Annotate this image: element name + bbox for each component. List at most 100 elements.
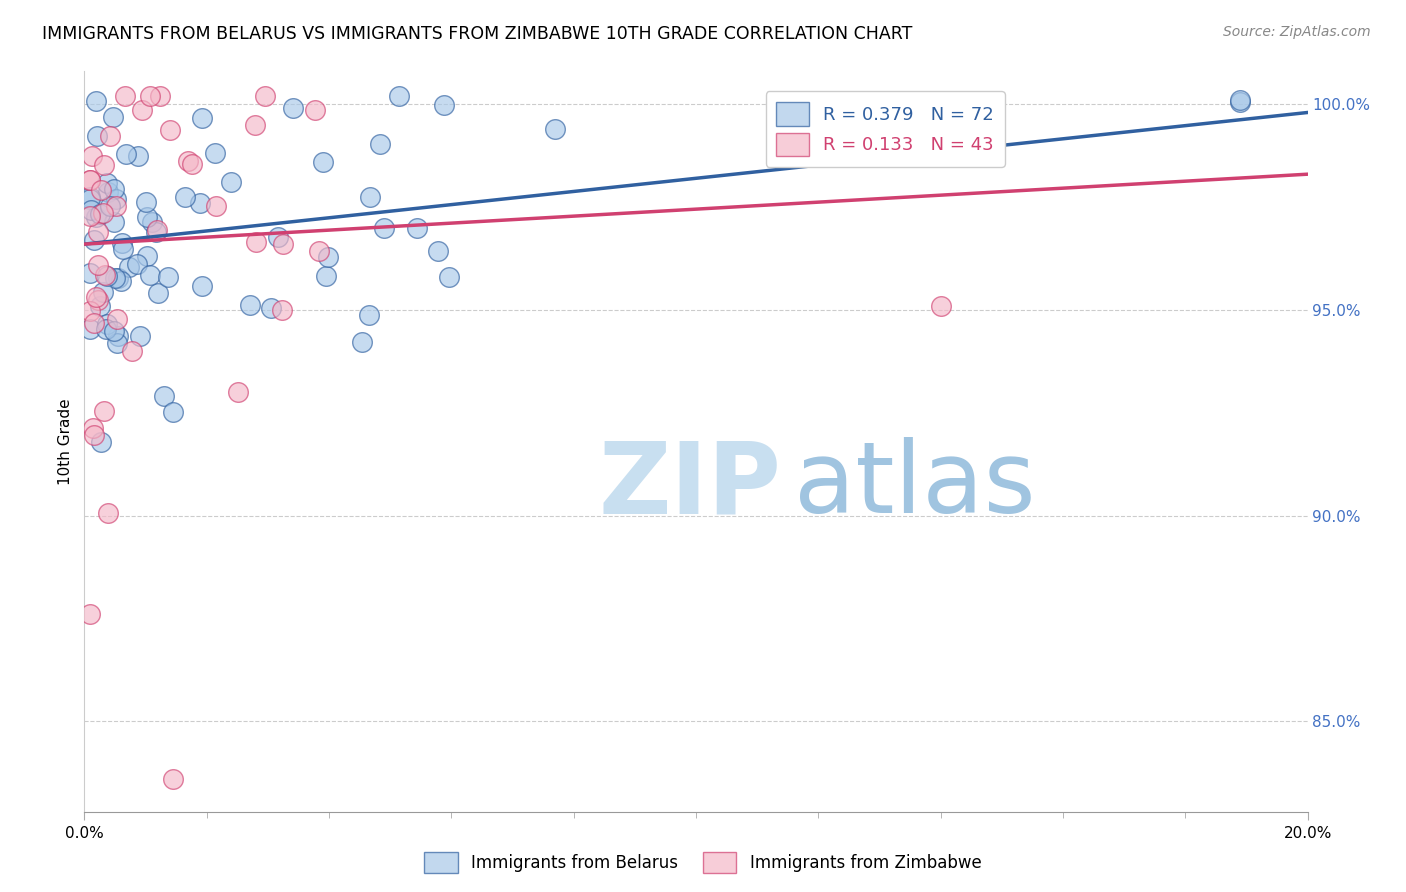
Point [226,384,249,399]
Point [439,270,461,285]
Point [219,175,242,189]
Point [162,772,184,786]
Point [83,316,105,330]
Point [177,153,200,168]
Point [79,266,101,280]
Point [87,293,110,307]
Point [89,299,111,313]
Point [105,336,128,351]
Point [308,244,330,258]
Point [86,129,108,144]
Point [103,324,125,338]
Point [139,89,162,103]
Point [929,145,952,159]
Point [432,98,454,112]
Point [79,192,101,206]
Point [83,233,105,247]
Point [273,237,295,252]
Point [103,182,125,196]
Point [159,122,181,136]
Text: atlas: atlas [794,437,1035,534]
Point [129,329,152,343]
Point [190,279,212,293]
Point [94,322,117,336]
Point [125,257,148,271]
Point [239,298,262,312]
Point [93,268,115,282]
Text: IMMIGRANTS FROM BELARUS VS IMMIGRANTS FROM ZIMBABWE 10TH GRADE CORRELATION CHART: IMMIGRANTS FROM BELARUS VS IMMIGRANTS FR… [42,25,912,43]
Point [96,268,118,283]
Point [79,304,101,318]
Legend: R = 0.379   N = 72, R = 0.133   N = 43: R = 0.379 N = 72, R = 0.133 N = 43 [766,92,1005,167]
Point [90,182,112,196]
Point [79,173,101,187]
Point [98,129,121,144]
Point [368,136,391,151]
Point [135,210,157,224]
Point [87,225,110,239]
Point [136,249,159,263]
Point [79,607,101,622]
Point [145,225,167,239]
Text: ZIP: ZIP [598,437,780,534]
Point [312,155,335,169]
Point [243,118,266,132]
Point [90,434,112,449]
Point [204,145,226,160]
Point [101,111,124,125]
Point [115,147,138,161]
Point [191,111,214,125]
Point [373,220,395,235]
Point [79,190,101,204]
Point [157,270,180,285]
Point [162,405,184,419]
Point [83,428,105,442]
Point [1229,93,1251,107]
Point [107,271,129,285]
Point [105,312,128,326]
Point [180,157,202,171]
Point [127,149,149,163]
Point [104,199,127,213]
Point [153,389,176,403]
Point [141,215,163,229]
Point [148,285,170,300]
Point [929,299,952,313]
Point [84,210,107,224]
Point [188,196,211,211]
Point [204,198,226,212]
Point [96,317,118,331]
Legend: Immigrants from Belarus, Immigrants from Zimbabwe: Immigrants from Belarus, Immigrants from… [418,846,988,880]
Point [96,176,118,190]
Point [91,285,114,299]
Point [426,244,449,259]
Point [80,202,103,217]
Point [79,172,101,186]
Point [82,421,104,435]
Point [121,343,143,358]
Point [79,210,101,224]
Point [100,199,122,213]
Point [93,404,115,418]
Point [97,185,120,199]
Point [103,215,125,229]
Point [111,236,134,251]
Point [245,235,267,249]
Point [107,329,129,343]
Point [87,258,110,272]
Y-axis label: 10th Grade: 10th Grade [58,398,73,485]
Point [149,89,172,103]
Point [174,190,197,204]
Point [352,335,374,350]
Point [253,89,276,103]
Point [131,103,153,117]
Point [84,94,107,108]
Point [135,194,157,209]
Point [406,220,429,235]
Point [112,242,135,256]
Point [146,223,169,237]
Point [118,260,141,274]
Point [89,207,111,221]
Point [283,101,305,115]
Point [267,229,290,244]
